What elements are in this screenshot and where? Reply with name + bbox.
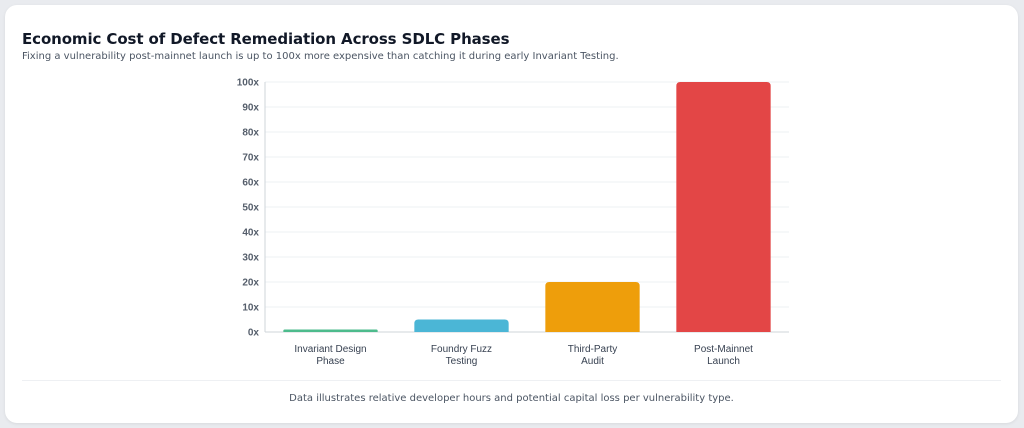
bar xyxy=(676,82,771,332)
chart-footnote: Data illustrates relative developer hour… xyxy=(289,393,734,404)
y-tick-label: 90x xyxy=(242,103,259,114)
y-tick-label: 40x xyxy=(242,228,259,239)
bar xyxy=(414,319,509,332)
x-tick-label: Post-Mainnet xyxy=(694,344,753,355)
y-tick-label: 30x xyxy=(242,253,259,264)
footer-divider xyxy=(22,380,1001,381)
x-tick-label: Invariant Design xyxy=(294,344,366,355)
x-tick-label: Third-Party xyxy=(568,344,617,355)
x-tick-label: Launch xyxy=(707,356,740,367)
bar-chart: 0x 10x 20x 30x 40x 50x 60x 70x 80x 90x 100x Invaria… xyxy=(237,78,789,367)
chart-title: Economic Cost of Defect Remediation Acro… xyxy=(22,30,510,48)
x-tick-label: Audit xyxy=(581,356,604,367)
x-tick-label: Testing xyxy=(446,356,478,367)
y-tick-label: 60x xyxy=(242,178,259,189)
y-tick-label: 50x xyxy=(242,203,259,214)
y-tick-label: 80x xyxy=(242,128,259,139)
bar xyxy=(545,282,640,332)
y-tick-label: 100x xyxy=(237,78,260,89)
y-tick-label: 0x xyxy=(248,328,260,339)
x-tick-label: Foundry Fuzz xyxy=(431,344,492,355)
y-tick-label: 70x xyxy=(242,153,259,164)
x-tick-label: Phase xyxy=(316,356,345,367)
y-tick-label: 20x xyxy=(242,278,259,289)
y-tick-label: 10x xyxy=(242,303,259,314)
chart-subtitle: Fixing a vulnerability post-mainnet laun… xyxy=(22,51,619,62)
chart-card: Economic Cost of Defect Remediation Acro… xyxy=(5,5,1018,423)
bar xyxy=(283,329,378,332)
